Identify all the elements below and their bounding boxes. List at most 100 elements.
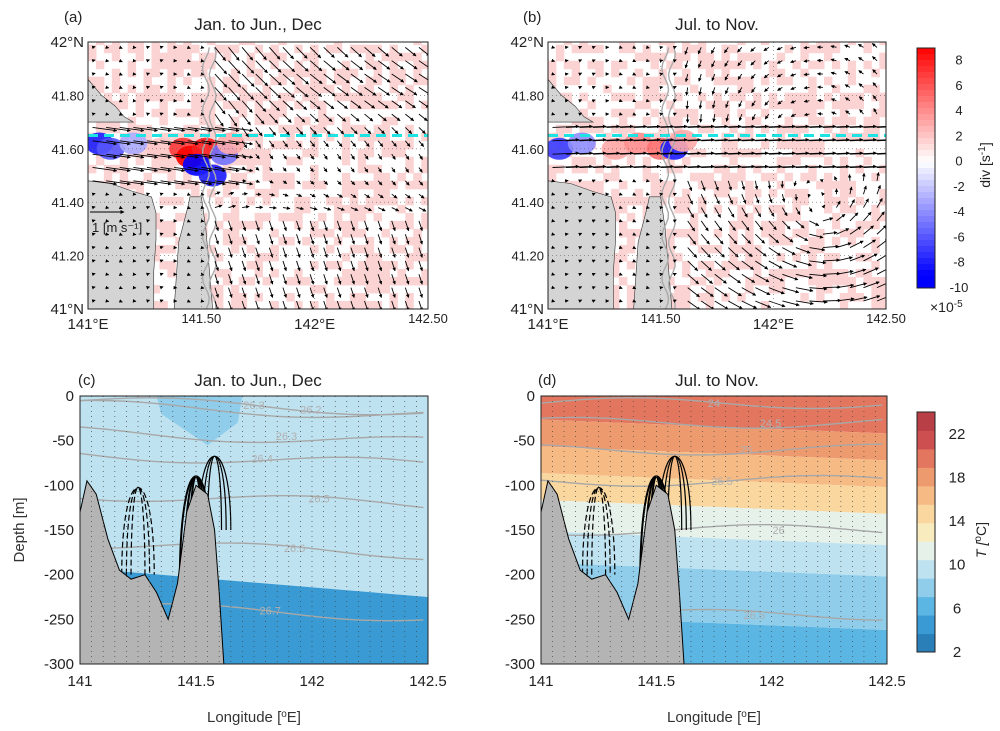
velocity-vector <box>118 85 123 89</box>
div-speckle <box>587 44 596 54</box>
div-speckle <box>151 44 160 54</box>
div-speckle <box>650 132 659 142</box>
velocity-vector <box>337 47 349 58</box>
velocity-vector <box>214 60 228 75</box>
div-speckle <box>871 220 880 230</box>
div-speckle <box>760 124 770 134</box>
div-speckle <box>294 100 303 110</box>
x-tick-label: 142.5 <box>409 673 447 690</box>
div-speckle <box>222 188 232 198</box>
velocity-vector <box>119 180 145 186</box>
velocity-vector <box>776 60 783 64</box>
div-speckle <box>167 156 176 166</box>
velocity-vector <box>133 126 158 133</box>
div-speckle <box>824 92 833 102</box>
velocity-vector <box>701 151 729 155</box>
velocity-vector <box>809 164 837 169</box>
div-speckle <box>611 292 620 302</box>
velocity-vector <box>309 234 315 245</box>
velocity-vector <box>606 124 634 129</box>
colorbar-div-step <box>917 162 935 169</box>
div-speckle <box>871 108 880 118</box>
div-speckle <box>286 68 295 78</box>
div-speckle <box>674 164 683 174</box>
div-speckle <box>784 212 793 222</box>
div-speckle <box>824 52 833 62</box>
velocity-vector <box>418 60 428 70</box>
div-speckle <box>349 300 359 309</box>
div-speckle <box>642 76 652 86</box>
velocity-vector <box>255 247 260 258</box>
div-speckle <box>270 180 279 190</box>
div-speckle <box>405 156 414 166</box>
velocity-vector <box>350 113 360 122</box>
velocity-vector <box>418 274 423 285</box>
div-speckle <box>222 228 232 238</box>
colorbar-div-step <box>917 156 935 163</box>
div-speckle <box>310 44 319 54</box>
div-speckle <box>183 52 192 62</box>
div-speckle <box>270 172 279 182</box>
velocity-vector <box>876 254 886 262</box>
velocity-vector <box>296 287 301 298</box>
div-speckle <box>341 140 351 150</box>
velocity-vector <box>809 247 826 252</box>
div-speckle <box>666 156 675 166</box>
div-speckle <box>341 252 351 262</box>
div-speckle <box>373 76 383 86</box>
velocity-vector <box>255 166 260 171</box>
velocity-vector <box>672 219 677 223</box>
div-speckle <box>167 84 176 94</box>
velocity-vector <box>404 260 410 272</box>
div-speckle <box>167 220 176 230</box>
velocity-vector <box>296 87 309 98</box>
div-speckle <box>618 108 628 118</box>
div-speckle <box>238 42 248 46</box>
velocity-vector <box>618 72 623 76</box>
div-speckle <box>88 52 97 62</box>
velocity-vector <box>566 124 593 129</box>
velocity-contour <box>581 487 616 575</box>
velocity-vector <box>241 166 246 170</box>
div-speckle <box>191 44 200 54</box>
div-speckle <box>863 124 872 134</box>
map-content <box>548 42 886 309</box>
div-speckle <box>270 100 279 110</box>
velocity-vector <box>593 124 620 129</box>
velocity-vector <box>350 234 355 245</box>
div-speckle <box>650 92 659 102</box>
velocity-vector <box>268 220 274 232</box>
velocity-vector <box>591 272 596 277</box>
colorbar-div-step <box>917 126 935 133</box>
div-speckle <box>365 84 375 94</box>
div-speckle <box>88 76 97 86</box>
div-speckle <box>737 220 746 230</box>
velocity-vector <box>404 180 410 186</box>
velocity-vector <box>660 138 688 142</box>
div-speckle <box>618 44 628 54</box>
velocity-vector <box>863 239 877 248</box>
velocity-vector <box>618 272 623 276</box>
div-speckle <box>230 300 240 309</box>
velocity-vector <box>391 60 404 70</box>
div-speckle <box>579 108 588 118</box>
div-speckle <box>626 108 636 118</box>
div-speckle <box>871 132 880 142</box>
velocity-vector <box>106 153 131 159</box>
div-speckle <box>682 68 691 78</box>
seafloor <box>541 479 685 664</box>
velocity-vector <box>146 72 151 76</box>
velocity-vector <box>809 124 837 129</box>
velocity-vector <box>309 127 317 135</box>
velocity-vector <box>620 138 647 142</box>
velocity-vector <box>364 100 376 109</box>
velocity-vector <box>282 47 294 60</box>
div-speckle <box>286 212 295 222</box>
div-speckle <box>768 100 778 110</box>
div-speckle <box>286 236 295 246</box>
div-speckle <box>571 76 581 86</box>
div-speckle <box>548 76 557 86</box>
velocity-vector <box>830 58 837 62</box>
div-speckle <box>373 260 383 270</box>
div-speckle <box>262 212 271 222</box>
